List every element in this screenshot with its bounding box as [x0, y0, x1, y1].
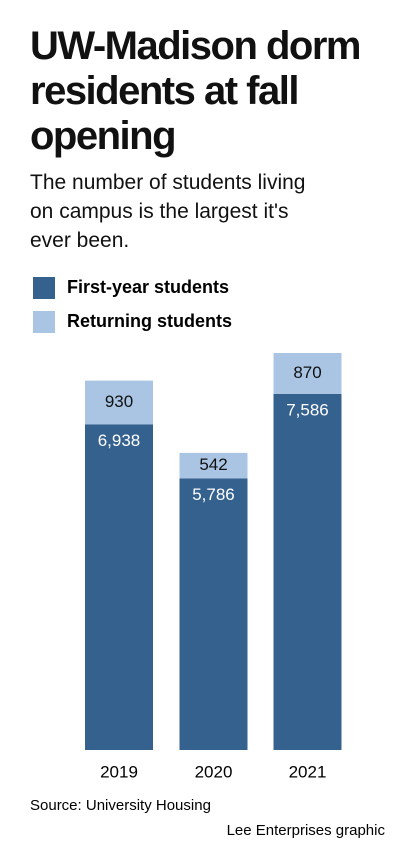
legend-swatch: [33, 311, 55, 333]
chart-title: UW-Madison dorm residents at fall openin…: [30, 24, 362, 158]
value-label: 542: [199, 455, 227, 474]
legend-label: First-year students: [67, 277, 229, 297]
legend-label: Returning students: [67, 311, 232, 331]
value-label: 7,586: [286, 400, 329, 419]
x-tick-label: 2021: [289, 762, 327, 781]
bar-segment: [85, 380, 153, 425]
value-label: 6,938: [98, 431, 141, 450]
source: Source: University Housing: [30, 797, 211, 814]
chart-subtitle: The number of students living on campus …: [30, 171, 306, 252]
x-tick-label: 2019: [100, 762, 138, 781]
bar-segment: [85, 424, 153, 750]
bar-segment: [273, 393, 342, 750]
legend-swatch: [33, 277, 55, 299]
value-label: 5,786: [192, 485, 235, 504]
bar-segment: [273, 353, 342, 394]
bar-segment: [179, 478, 248, 750]
value-label: 870: [293, 363, 321, 382]
bar-segment: [179, 452, 248, 479]
value-label: 930: [105, 392, 133, 411]
x-tick-label: 2020: [195, 762, 233, 781]
credit: Lee Enterprises graphic: [227, 822, 386, 839]
